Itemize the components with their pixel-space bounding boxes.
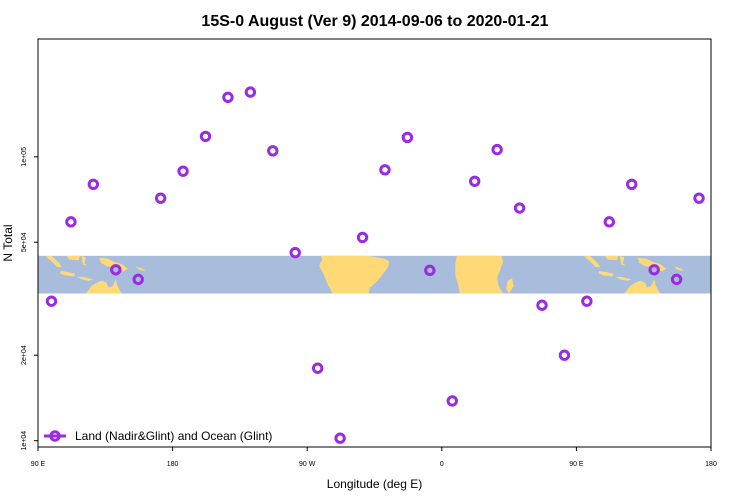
data-point [469,175,481,187]
data-point [110,264,122,276]
data-point [199,130,212,143]
data-point [648,264,660,276]
data-point [401,131,414,144]
y-tick-label: 2e+04 [21,345,28,365]
data-point [244,86,257,98]
x-axis: 90 E 180 90 W 0 90 E 180 [31,447,717,468]
data-point [670,273,683,286]
land-solomons-west [135,266,146,271]
land-java-east [598,270,614,277]
x-tick-label: 90 E [31,461,46,468]
x-tick-label: 0 [440,461,444,468]
x-tick-label: 180 [705,461,717,468]
data-point [379,164,391,176]
legend-label: Land (Nadir&Glint) and Ocean (Glint) [75,429,272,443]
data-point [132,273,144,286]
data-point [65,216,77,228]
land-africa [455,255,504,294]
land-south-america [319,255,390,294]
y-tick-label: 1e+04 [21,431,28,451]
land-borneo-east [604,255,619,261]
data-point [45,295,58,307]
data-point [222,91,234,104]
data-point [558,349,571,361]
plot-frame [37,38,712,448]
data-point [334,432,346,444]
y-tick-label: 1e+05 [21,147,28,167]
land-solomons-east [673,266,685,271]
legend: Land (Nadir&Glint) and Ocean (Glint) [44,429,272,443]
data-point [424,264,436,277]
y-axis-label: N Total [1,224,15,261]
data-point [356,231,369,244]
data-point [626,178,638,191]
land-australia-east [624,279,661,294]
data-point [513,202,526,214]
data-point [693,192,705,204]
chart-title: 15S-0 August (Ver 9) 2014-09-06 to 2020-… [201,13,548,30]
x-tick-label: 90 W [299,461,316,468]
land-madagascar [506,278,514,294]
land-java-west [60,270,76,277]
data-point [311,362,324,374]
land-australia-west [85,279,122,294]
data-point [267,145,279,157]
land-sunda-east [615,276,632,281]
data-point [536,299,548,311]
y-axis: 1e+04 2e+04 5e+04 1e+05 [21,147,38,451]
land-sunda-west [76,276,94,281]
x-axis-label: Longitude (deg E) [327,477,422,491]
map-strip [38,255,711,294]
land-borneo-west [66,255,80,261]
x-tick-label: 180 [167,461,179,468]
data-point [491,143,503,156]
data-point [581,295,593,307]
data-point [177,165,189,177]
data-point [154,192,167,204]
legend-marker [49,430,61,442]
land-sumatra-west [45,255,62,268]
data-point [446,395,458,407]
y-tick-label: 5e+04 [21,232,28,252]
land-sulawesi-west [81,255,88,266]
x-tick-label: 90 E [569,461,584,468]
data-point [289,246,301,259]
land-sulawesi-east [619,255,626,266]
data-point [87,178,100,191]
data-point [603,216,616,228]
data-points [45,86,705,444]
land-sumatra-east [583,255,601,268]
